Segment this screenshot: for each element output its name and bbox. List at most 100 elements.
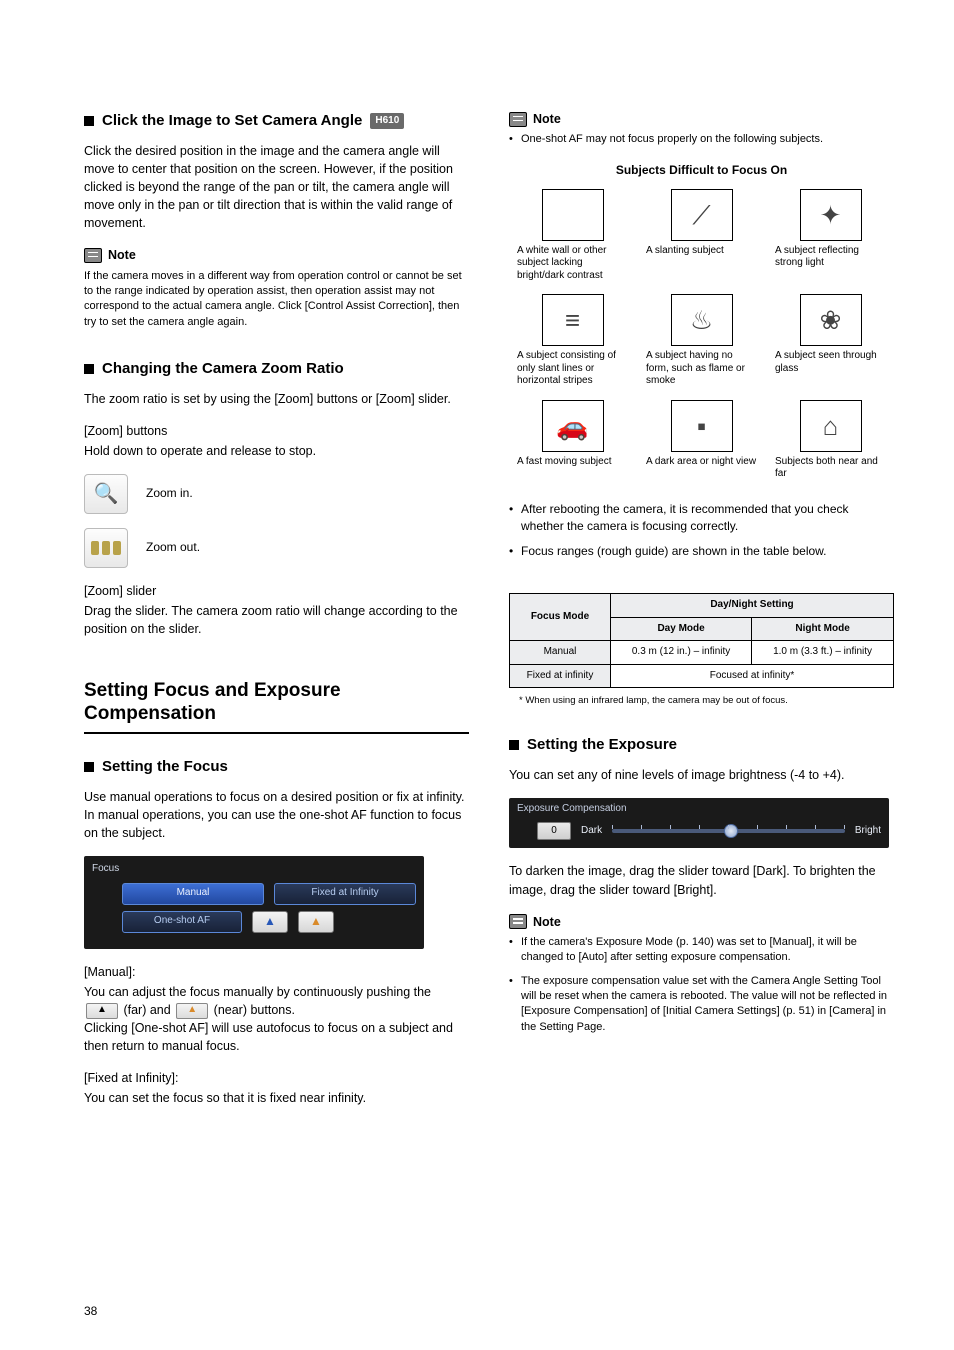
fixed-body: You can set the focus so that it is fixe…: [84, 1089, 469, 1107]
zoom-buttons-label: [Zoom] buttons: [84, 422, 469, 440]
subject-caption: A subject consisting of only slant lines…: [517, 350, 628, 388]
subject-illustration: ✦: [800, 189, 862, 241]
fixed-label: [Fixed at Infinity]:: [84, 1069, 469, 1087]
note-icon: [84, 248, 102, 263]
focus-oneshot-button[interactable]: One-shot AF: [122, 911, 242, 933]
note-heading-1: Note: [84, 246, 469, 264]
right-column: Note One-shot AF may not focus properly …: [509, 110, 894, 1122]
exposure-value: 0: [537, 822, 571, 840]
note-bullet: The exposure compensation value set with…: [509, 974, 894, 1036]
note-bullets-mid: After rebooting the camera, it is recomm…: [509, 501, 894, 559]
para-exposure-2: To darken the image, drag the slider tow…: [509, 862, 894, 898]
note-label: Note: [533, 913, 561, 931]
note-heading-2: Note: [509, 110, 894, 128]
heading-rule: [84, 732, 469, 734]
para-exposure: You can set any of nine levels of image …: [509, 766, 894, 784]
focus-range-table: Focus Mode Day/Night Setting Day Mode Ni…: [509, 593, 894, 688]
note-body-1: If the camera moves in a different way f…: [84, 269, 469, 331]
square-bullet-icon: [509, 740, 519, 750]
th-day: Day Mode: [611, 617, 752, 641]
left-column: Click the Image to Set Camera Angle H610…: [84, 110, 469, 1122]
td-infinity: Focused at infinity*: [611, 664, 894, 688]
subject-cell: ≡ A subject consisting of only slant line…: [517, 294, 628, 388]
subjects-title: Subjects Difficult to Focus On: [509, 162, 894, 179]
zoom-in-button[interactable]: 🔍: [84, 474, 128, 514]
subject-cell: ⟋ A slanting subject: [646, 189, 757, 283]
manual-body-far: (far) and: [120, 1003, 174, 1017]
exposure-dark-label: Dark: [581, 824, 602, 839]
near-inline-button[interactable]: ▲: [176, 1003, 208, 1019]
table-footnote: * When using an infrared lamp, the camer…: [519, 694, 894, 708]
subject-caption: A slanting subject: [646, 245, 757, 258]
subject-caption: A subject having no form, such as flame …: [646, 350, 757, 388]
manual-body: You can adjust the focus manually by con…: [84, 983, 469, 1056]
note-bullet: After rebooting the camera, it is recomm…: [509, 501, 894, 535]
note-label: Note: [533, 110, 561, 128]
subject-cell: ❀ A subject seen through glass: [775, 294, 886, 388]
subject-cell: ▪A dark area or night view: [646, 400, 757, 481]
exposure-ticks: [612, 825, 845, 829]
subject-caption: A dark area or night view: [646, 456, 757, 469]
zoom-slider-body: Drag the slider. The camera zoom ratio w…: [84, 602, 469, 638]
td-day-range: 0.3 m (12 in.) – infinity: [611, 641, 752, 665]
far-inline-button[interactable]: ▲: [86, 1003, 118, 1019]
subject-caption: A fast moving subject: [517, 456, 628, 469]
heading-text: Setting the Focus: [102, 756, 228, 778]
focus-tab-manual[interactable]: Manual: [122, 883, 264, 905]
note-bullet: One-shot AF may not focus properly on th…: [509, 132, 894, 147]
manual-body-part2: Clicking [One-shot AF] will use autofocu…: [84, 1021, 453, 1053]
focus-panel: Focus Manual Fixed at Infinity One-shot …: [84, 856, 424, 949]
heading-focus-exposure: Setting Focus and Exposure Compensation: [84, 679, 469, 727]
para-setting-focus: Use manual operations to focus on a desi…: [84, 788, 469, 842]
zoom-in-label: Zoom in.: [146, 485, 193, 502]
note-label: Note: [108, 246, 136, 264]
th-daynight: Day/Night Setting: [611, 594, 894, 618]
zoom-buttons-body: Hold down to operate and release to stop…: [84, 442, 469, 460]
subject-illustration: 🚗: [542, 400, 604, 452]
subject-caption: Subjects both near and far: [775, 456, 886, 481]
square-bullet-icon: [84, 762, 94, 772]
subject-cell: ♨ A subject having no form, such as flame…: [646, 294, 757, 388]
para-click-image: Click the desired position in the image …: [84, 142, 469, 233]
exposure-slider[interactable]: [612, 829, 845, 833]
note-heading-3: Note: [509, 913, 894, 931]
subject-cell: ⌂Subjects both near and far: [775, 400, 886, 481]
subject-illustration: ⟋: [671, 189, 733, 241]
focus-far-button[interactable]: ▲: [252, 911, 288, 933]
bullet3-text: Focus ranges (rough guide) are shown in …: [521, 544, 827, 558]
td-fixed: Fixed at infinity: [510, 664, 611, 688]
subject-illustration: ❀: [800, 294, 862, 346]
heading-zoom: Changing the Camera Zoom Ratio: [84, 358, 469, 380]
heading-text: Setting the Exposure: [527, 734, 677, 756]
page-number: 38: [84, 1303, 97, 1320]
subject-illustration: [542, 189, 604, 241]
focus-tab-fixed[interactable]: Fixed at Infinity: [274, 883, 416, 905]
td-manual: Manual: [510, 641, 611, 665]
manual-body-near: (near) buttons.: [210, 1003, 295, 1017]
zoom-out-button[interactable]: [84, 528, 128, 568]
subject-caption: A white wall or other subject lacking br…: [517, 245, 628, 283]
subject-cell: ✦A subject reflecting strong light: [775, 189, 886, 283]
para-zoom: The zoom ratio is set by using the [Zoom…: [84, 390, 469, 408]
heading-exposure: Setting the Exposure: [509, 734, 894, 756]
subject-illustration: ♨: [671, 294, 733, 346]
note-icon: [509, 914, 527, 929]
subjects-grid: A white wall or other subject lacking br…: [509, 189, 894, 481]
note-bullet: If the camera's Exposure Mode (p. 140) w…: [509, 935, 894, 966]
subject-caption: A subject seen through glass: [775, 350, 886, 375]
focus-near-button[interactable]: ▲: [298, 911, 334, 933]
exposure-panel: Exposure Compensation 0 Dark Bright: [509, 798, 889, 849]
heading-setting-focus: Setting the Focus: [84, 756, 469, 778]
zoom-out-icon: [91, 541, 121, 555]
heading-click-image: Click the Image to Set Camera Angle H610: [84, 110, 469, 132]
manual-body-part1: You can adjust the focus manually by con…: [84, 985, 431, 999]
zoom-slider-label: [Zoom] slider: [84, 582, 469, 600]
focus-panel-title: Focus: [92, 862, 416, 877]
note-icon: [509, 112, 527, 127]
subject-illustration: ≡: [542, 294, 604, 346]
square-bullet-icon: [84, 116, 94, 126]
exposure-bright-label: Bright: [855, 824, 881, 839]
square-bullet-icon: [84, 364, 94, 374]
note-bullet: Focus ranges (rough guide) are shown in …: [509, 543, 894, 560]
zoom-out-label: Zoom out.: [146, 539, 200, 556]
